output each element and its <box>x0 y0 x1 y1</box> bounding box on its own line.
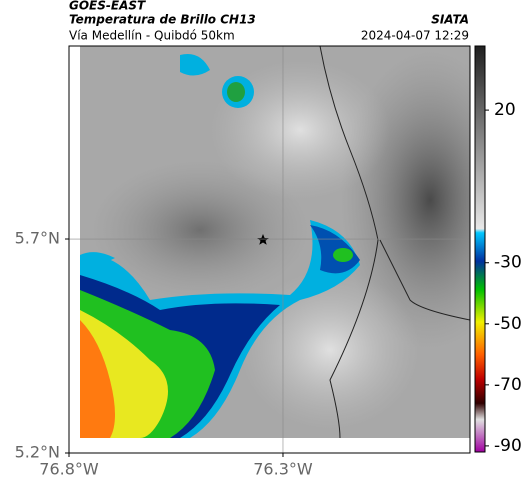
location-marker <box>257 234 269 245</box>
source: SIATA <box>431 13 469 27</box>
colorbar-tick-label: 20 <box>494 100 516 120</box>
subtitle: Vía Medellín - Quibdó 50km <box>69 29 235 43</box>
colorbar-tick-label: -50 <box>494 314 522 334</box>
x-tick-label: 76.8°W <box>39 460 99 479</box>
datetime: 2024-04-07 12:29 <box>361 29 469 43</box>
y-tick-label: 5.7°N <box>15 229 60 248</box>
title: Temperatura de Brillo CH13 <box>69 13 256 27</box>
colorbar <box>474 45 486 453</box>
colorbar-tick-label: -30 <box>494 253 522 273</box>
colorbar-tick-label: -70 <box>494 375 522 395</box>
colorbar-tick-label: -90 <box>494 436 522 456</box>
satellite-image <box>80 46 470 438</box>
x-tick-label: 76.3°W <box>253 460 313 479</box>
y-tick-label: 5.2°N <box>15 443 60 462</box>
map-frame <box>68 45 471 454</box>
satellite: GOES-EAST <box>69 0 146 13</box>
